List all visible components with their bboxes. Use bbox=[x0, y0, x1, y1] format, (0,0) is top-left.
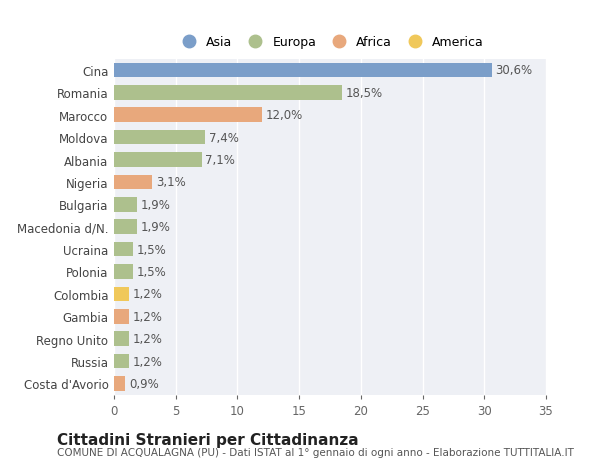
Bar bbox=[114, 376, 125, 391]
Bar bbox=[114, 64, 491, 78]
Text: 1,2%: 1,2% bbox=[133, 355, 163, 368]
Text: COMUNE DI ACQUALAGNA (PU) - Dati ISTAT al 1° gennaio di ogni anno - Elaborazione: COMUNE DI ACQUALAGNA (PU) - Dati ISTAT a… bbox=[57, 448, 574, 458]
Text: 1,2%: 1,2% bbox=[133, 310, 163, 323]
Bar bbox=[114, 354, 129, 369]
Text: 3,1%: 3,1% bbox=[156, 176, 186, 189]
Text: 1,5%: 1,5% bbox=[136, 265, 166, 278]
Bar bbox=[114, 265, 133, 279]
Text: 1,5%: 1,5% bbox=[136, 243, 166, 256]
Text: Cittadini Stranieri per Cittadinanza: Cittadini Stranieri per Cittadinanza bbox=[57, 432, 359, 448]
Bar bbox=[114, 332, 129, 346]
Bar bbox=[114, 198, 137, 212]
Bar bbox=[114, 153, 202, 168]
Text: 12,0%: 12,0% bbox=[266, 109, 303, 122]
Bar bbox=[114, 86, 343, 101]
Text: 1,2%: 1,2% bbox=[133, 288, 163, 301]
Legend: Asia, Europa, Africa, America: Asia, Europa, Africa, America bbox=[172, 33, 488, 53]
Bar bbox=[114, 220, 137, 235]
Text: 0,9%: 0,9% bbox=[129, 377, 158, 390]
Text: 1,9%: 1,9% bbox=[141, 221, 171, 234]
Text: 7,4%: 7,4% bbox=[209, 131, 239, 144]
Text: 18,5%: 18,5% bbox=[346, 87, 383, 100]
Bar bbox=[114, 175, 152, 190]
Bar bbox=[114, 131, 205, 145]
Bar bbox=[114, 309, 129, 324]
Bar bbox=[114, 287, 129, 302]
Bar bbox=[114, 242, 133, 257]
Text: 1,2%: 1,2% bbox=[133, 332, 163, 345]
Text: 7,1%: 7,1% bbox=[205, 154, 235, 167]
Text: 1,9%: 1,9% bbox=[141, 198, 171, 211]
Text: 30,6%: 30,6% bbox=[496, 64, 533, 77]
Bar bbox=[114, 108, 262, 123]
